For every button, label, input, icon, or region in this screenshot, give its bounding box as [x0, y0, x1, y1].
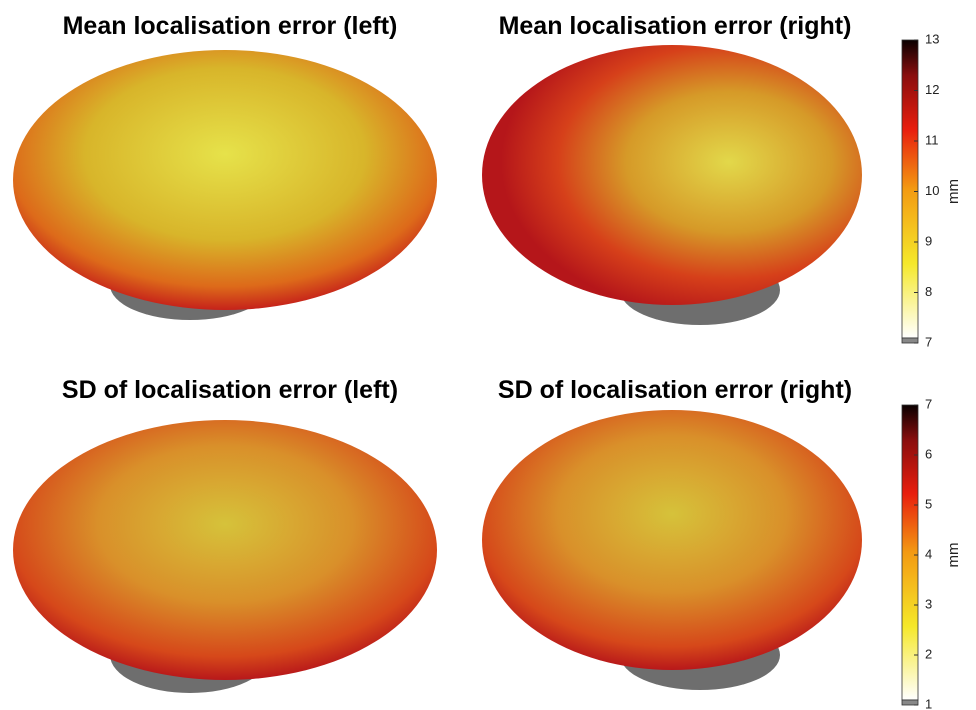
- tick-label: 11: [925, 132, 939, 147]
- tick-label: 5: [925, 496, 932, 511]
- tick-label: 9: [925, 233, 932, 248]
- tick-label: 2: [925, 646, 932, 661]
- brain-surface: [13, 50, 437, 310]
- tick-label: 1: [925, 696, 932, 710]
- brain-surface: [482, 410, 862, 670]
- brain-images: [13, 45, 862, 693]
- panel-title: SD of localisation error (left): [62, 376, 398, 404]
- colorbar-label: mm: [945, 179, 962, 204]
- colorbar: [901, 39, 919, 339]
- tick-label: 13: [925, 31, 939, 46]
- tick-label: 8: [925, 284, 932, 299]
- colorbar-label: mm: [945, 543, 962, 568]
- tick-label: 6: [925, 446, 932, 461]
- panel-title: SD of localisation error (right): [498, 376, 852, 404]
- tick-label: 7: [925, 334, 932, 349]
- tick-label: 4: [925, 546, 932, 561]
- brain-surface: [13, 420, 437, 680]
- panel-title: Mean localisation error (left): [63, 12, 398, 40]
- tick-label: 12: [925, 82, 939, 97]
- tick-label: 10: [925, 183, 939, 198]
- tick-label: 3: [925, 596, 932, 611]
- brain-surface: [482, 45, 862, 305]
- tick-label: 7: [925, 396, 932, 411]
- panel-title: Mean localisation error (right): [499, 12, 852, 40]
- colorbar-underflow: [901, 337, 919, 344]
- colorbar-underflow: [901, 699, 919, 706]
- colorbar: [901, 404, 919, 701]
